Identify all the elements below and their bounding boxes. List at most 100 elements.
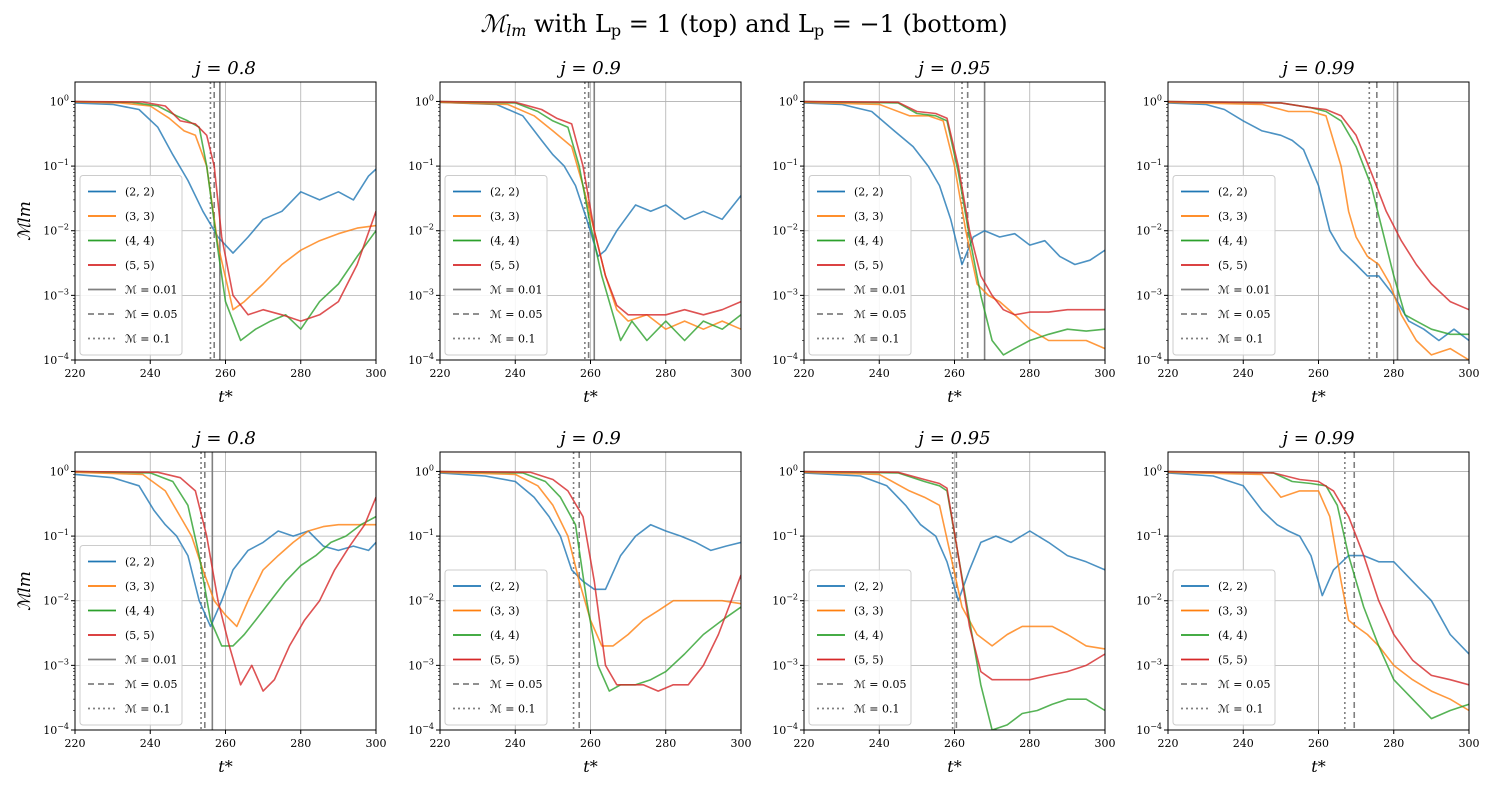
x-tick-label: 240 (869, 737, 890, 750)
legend-label: ℳ = 0.1 (1218, 333, 1263, 346)
legend-label: (4, 4) (1218, 235, 1248, 248)
suptitle: ℳlm with Lp = 1 (top) and Lp = −1 (botto… (480, 10, 1007, 40)
legend: (2, 2) (3, 3) (4, 4) (5, 5) ℳ = 0.01 ℳ = 0.05… (79, 175, 183, 356)
x-tick-label: 240 (1233, 367, 1254, 380)
legend-label: (2, 2) (490, 580, 520, 593)
series-line-55 (804, 470, 1105, 681)
legend-label: (2, 2) (125, 556, 155, 569)
series-line-33 (1168, 471, 1469, 712)
y-tick-label: 10−3 (1136, 287, 1162, 302)
suptitle-part3: = −1 (bottom) (824, 10, 1007, 38)
x-tick-label: 300 (731, 737, 752, 750)
y-tick-label: 10−1 (1136, 158, 1162, 173)
legend-label: ℳ = 0.05 (490, 678, 542, 691)
legend-label: (5, 5) (490, 259, 520, 272)
series-line-55 (1168, 100, 1469, 311)
x-tick-label: 240 (140, 737, 161, 750)
y-tick-label: 10−4 (1136, 722, 1162, 737)
legend-label: (3, 3) (1218, 210, 1248, 223)
suptitle-sub-1: p (611, 21, 621, 40)
y-tick-label: 10−3 (1136, 657, 1162, 672)
x-tick-label: 240 (140, 367, 161, 380)
x-axis-label: t* (218, 387, 232, 406)
series-line-55 (804, 100, 1105, 316)
chart-panel-4: 220 240 260 280 300 100 10−1 10−2 10−3 10−4 j = 0.… (1136, 58, 1479, 406)
chart-title: j = 0.95 (914, 58, 990, 79)
legend-label: (2, 2) (854, 580, 884, 593)
legend-label: ℳ = 0.1 (854, 333, 899, 346)
series-line-33 (440, 471, 741, 647)
series-group (440, 470, 741, 692)
x-tick-label: 260 (215, 367, 236, 380)
y-tick-label: 10−4 (43, 722, 69, 737)
legend-label: (3, 3) (490, 210, 520, 223)
legend-label: (2, 2) (854, 186, 884, 199)
y-tick-label: 10−2 (1136, 593, 1162, 608)
series-group (75, 100, 376, 342)
suptitle-symbol-sub: lm (506, 21, 526, 40)
chart-panel-8: 220 240 260 280 300 100 10−1 10−2 10−3 10−4 j = 0.… (1136, 428, 1479, 776)
y-tick-label: 10−2 (772, 593, 798, 608)
x-tick-label: 300 (731, 367, 752, 380)
legend-label: (3, 3) (125, 580, 155, 593)
y-tick-label: 10−4 (1136, 352, 1162, 367)
series-line-22 (804, 472, 1105, 602)
x-tick-label: 300 (1459, 367, 1480, 380)
chart-panel-5: 220 240 260 280 300 100 10−1 10−2 10−3 10−4 j = 0.… (15, 428, 387, 776)
legend-label: ℳ = 0.01 (125, 284, 177, 297)
y-tick-label: 10−2 (408, 593, 434, 608)
y-tick-label: 10−3 (408, 287, 434, 302)
series-line-44 (804, 100, 1105, 356)
legend-label: ℳ = 0.05 (854, 678, 906, 691)
legend-label: (4, 4) (125, 605, 155, 618)
chart-panel-6: 220 240 260 280 300 100 10−1 10−2 10−3 10−4 j = 0.… (408, 428, 751, 776)
x-tick-label: 280 (290, 737, 311, 750)
y-tick-label: 10−1 (1136, 528, 1162, 543)
series-line-22 (75, 102, 376, 254)
legend-label: (2, 2) (125, 186, 155, 199)
series-line-55 (440, 470, 741, 692)
chart-title: j = 0.8 (191, 428, 256, 449)
legend-label: (5, 5) (854, 654, 884, 667)
panels: 220 240 260 280 300 100 10−1 10−2 10−3 10−4 j = 0.… (15, 58, 1480, 776)
series-group (804, 100, 1105, 356)
y-tick-label: 10−4 (408, 722, 434, 737)
y-tick-label: 100 (779, 93, 798, 108)
y-tick-label: 100 (415, 93, 434, 108)
legend: (2, 2) (3, 3) (4, 4) (5, 5) ℳ = 0.01 ℳ = 0.05… (79, 545, 183, 726)
y-tick-label: 10−2 (43, 593, 69, 608)
legend-label: (4, 4) (854, 629, 884, 642)
series-line-44 (1168, 470, 1469, 720)
y-tick-label: 10−4 (408, 352, 434, 367)
legend-label: (2, 2) (1218, 580, 1248, 593)
series-line-55 (440, 100, 741, 316)
y-tick-label: 10−3 (43, 287, 69, 302)
suptitle-symbol: ℳ (480, 10, 509, 38)
legend-label: (5, 5) (1218, 654, 1248, 667)
legend-box (444, 569, 548, 726)
chart-panel-3: 220 240 260 280 300 100 10−1 10−2 10−3 10−4 j = 0.… (772, 58, 1115, 406)
y-axis-label: ℳlm (15, 571, 35, 611)
x-tick-label: 280 (1019, 737, 1040, 750)
legend-label: ℳ = 0.05 (490, 308, 542, 321)
legend-box (1172, 569, 1276, 726)
legend: (2, 2) (3, 3) (4, 4) (5, 5) ℳ = 0.01 ℳ = 0.05… (808, 175, 912, 356)
legend: (2, 2) (3, 3) (4, 4) (5, 5) ℳ = 0.05 ℳ = 0.1 (444, 569, 548, 726)
legend-label: ℳ = 0.1 (125, 333, 170, 346)
legend-label: (2, 2) (490, 186, 520, 199)
x-tick-label: 280 (655, 367, 676, 380)
series-line-55 (1168, 470, 1469, 686)
y-tick-label: 100 (50, 93, 69, 108)
legend-label: (2, 2) (1218, 186, 1248, 199)
legend-box (808, 175, 912, 356)
x-tick-label: 260 (580, 737, 601, 750)
x-tick-label: 300 (1459, 737, 1480, 750)
series-group (804, 470, 1105, 730)
chart-title: j = 0.8 (191, 58, 256, 79)
series-group (1168, 100, 1469, 360)
series-line-33 (804, 101, 1105, 350)
legend: (2, 2) (3, 3) (4, 4) (5, 5) ℳ = 0.01 ℳ = 0.05… (1172, 175, 1276, 356)
y-tick-label: 10−1 (43, 528, 69, 543)
chart-panel-7: 220 240 260 280 300 100 10−1 10−2 10−3 10−4 j = 0.… (772, 428, 1115, 776)
x-tick-label: 260 (1308, 367, 1329, 380)
